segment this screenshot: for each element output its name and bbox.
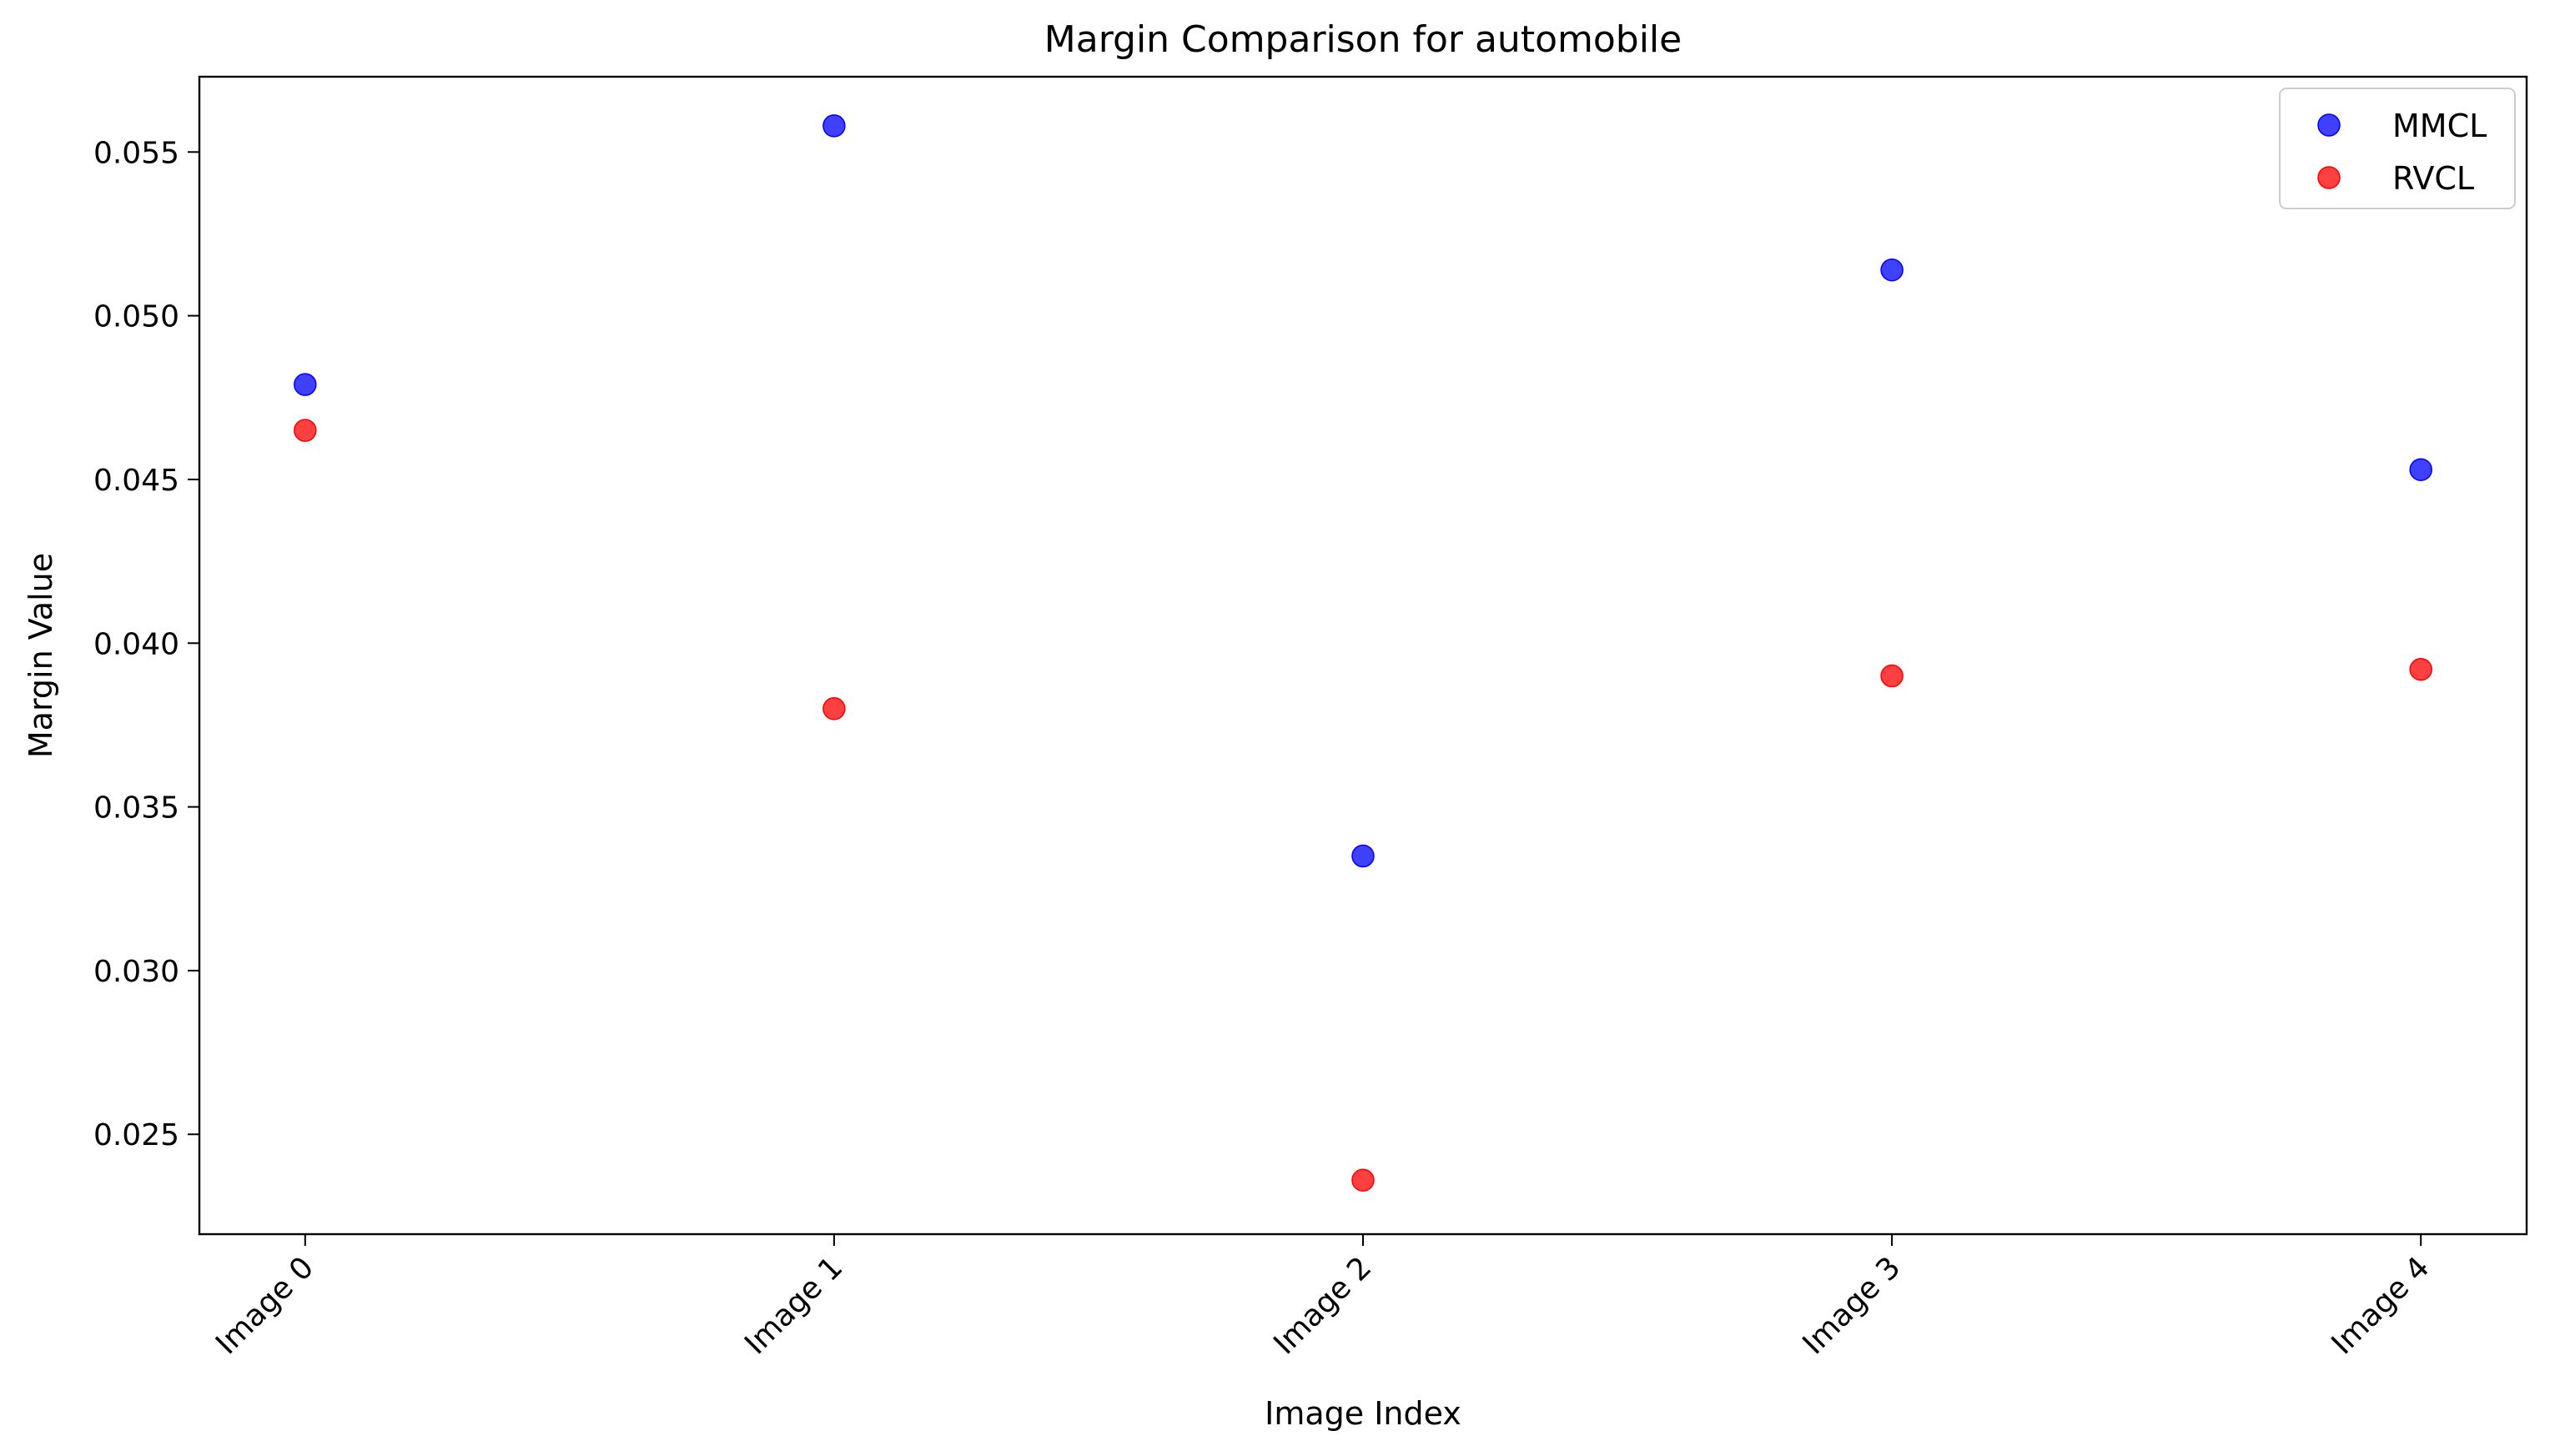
x-tick-label: Image 2 [1267, 1250, 1378, 1361]
point-mmcl-0 [294, 373, 317, 396]
y-tick-label: 0.055 [93, 136, 179, 170]
y-axis-ticks: 0.025 0.030 0.035 0.040 0.045 0.050 0.055 [93, 136, 199, 1152]
y-tick-label: 0.030 [93, 955, 179, 989]
x-tick-label: Image 3 [1796, 1250, 1907, 1361]
point-mmcl-3 [1880, 258, 1904, 282]
y-tick-label: 0.025 [93, 1118, 179, 1152]
chart-title: Margin Comparison for automobile [1044, 18, 1682, 61]
point-rvcl-0 [294, 419, 317, 442]
y-axis-label: Margin Value [23, 553, 59, 758]
y-tick-label: 0.050 [93, 300, 179, 334]
x-tick-label: Image 0 [209, 1250, 320, 1361]
point-mmcl-4 [2409, 458, 2432, 481]
legend-marker-mmcl [2317, 113, 2341, 137]
data-points [294, 114, 2432, 1192]
y-tick-label: 0.040 [93, 627, 179, 661]
plot-frame [198, 75, 2528, 1236]
x-tick-label: Image 4 [2326, 1250, 2437, 1361]
point-mmcl-1 [822, 114, 846, 138]
y-tick-label: 0.035 [93, 791, 179, 826]
legend-label-mmcl: MMCL [2392, 108, 2487, 144]
y-tick-label: 0.045 [93, 464, 179, 498]
legend-marker-rvcl [2317, 166, 2341, 189]
legend-label-rvcl: RVCL [2392, 160, 2474, 197]
point-rvcl-1 [822, 697, 846, 720]
legend: MMCL RVCL [2279, 88, 2516, 209]
point-rvcl-2 [1351, 1168, 1375, 1192]
x-axis-label: Image Index [1265, 1395, 1461, 1432]
x-tick-label: Image 1 [738, 1250, 849, 1361]
x-axis-ticks: Image 0 Image 1 Image 2 Image 3 Image 4 [209, 1234, 2437, 1361]
point-rvcl-4 [2409, 657, 2432, 681]
point-mmcl-2 [1351, 844, 1375, 868]
point-rvcl-3 [1880, 664, 1904, 688]
